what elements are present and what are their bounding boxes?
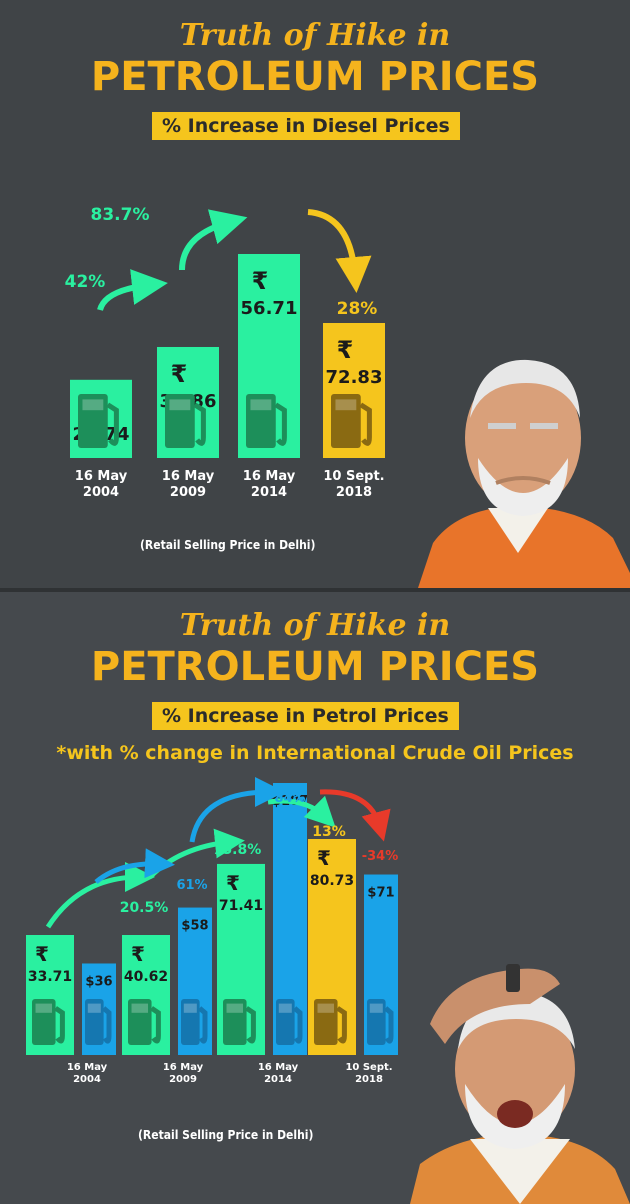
diesel-xtick-1-b: 2009 <box>170 485 206 500</box>
diesel-xtick-3-b: 2018 <box>336 485 372 500</box>
crude-change-1: 84% <box>274 791 305 806</box>
diesel-currency-2: ₹ <box>252 267 269 295</box>
diesel-currency-3: ₹ <box>337 336 354 364</box>
petrol-title-line1: Truth of Hike in <box>179 608 451 643</box>
petrol-xtick-0-a: 16 May <box>67 1062 108 1073</box>
diesel-xtick-2-a: 16 May <box>243 469 296 484</box>
petrol-xtick-2-a: 16 May <box>258 1062 299 1073</box>
diesel-change-1: 83.7% <box>91 205 150 225</box>
petrol-currency-3: ₹ <box>317 846 331 870</box>
petrol-crude-note: *with % change in International Crude Oi… <box>56 742 574 764</box>
crude-arrow-0 <box>94 848 175 884</box>
fuel-pump-icon <box>32 999 65 1045</box>
diesel-xtick-0-b: 2004 <box>83 485 119 500</box>
petrol-change-0: 20.5% <box>120 900 169 916</box>
petrol-xtick-1-b: 2009 <box>169 1074 197 1085</box>
petrol-currency-1: ₹ <box>131 942 145 966</box>
diesel-panel: Truth of Hike in PETROLEUM PRICES % Incr… <box>0 0 630 588</box>
petrol-change-1: 75.8% <box>213 842 262 858</box>
diesel-value-2: 56.71 <box>241 298 298 319</box>
crude-value-0: $36 <box>85 974 112 989</box>
fuel-pump-icon <box>128 999 161 1045</box>
diesel-footnote: (Retail Selling Price in Delhi) <box>140 538 316 552</box>
fuel-pump-icon <box>165 394 206 448</box>
petrol-currency-2: ₹ <box>226 871 240 895</box>
diesel-arrow-0 <box>97 269 168 312</box>
fuel-pump-icon <box>223 999 256 1045</box>
diesel-xtick-1-a: 16 May <box>162 469 215 484</box>
petrol-xtick-2-b: 2014 <box>264 1074 292 1085</box>
diesel-subtitle: % Increase in Diesel Prices <box>152 112 460 140</box>
fuel-pump-icon <box>181 999 208 1045</box>
petrol-currency-0: ₹ <box>35 942 49 966</box>
diesel-currency-1: ₹ <box>171 360 188 388</box>
crude-value-1: $58 <box>181 919 208 934</box>
diesel-xtick-0-a: 16 May <box>75 469 128 484</box>
fuel-pump-icon <box>331 394 372 448</box>
petrol-value-1: 40.62 <box>124 969 168 985</box>
petrol-arrow-0 <box>45 862 155 929</box>
diesel-xtick-3-a: 10 Sept. <box>323 469 384 484</box>
crude-arrow-1 <box>189 777 285 843</box>
portrait-photo-2 <box>410 964 630 1204</box>
petrol-value-0: 33.71 <box>28 969 72 985</box>
petrol-xtick-3-b: 2018 <box>355 1074 383 1085</box>
fuel-pump-icon <box>246 394 287 448</box>
crude-change-2: -34% <box>362 849 399 864</box>
crude-change-0: 61% <box>176 878 207 893</box>
petrol-title-line2: PETROLEUM PRICES <box>90 644 540 690</box>
diesel-arrow-2 <box>307 209 372 293</box>
diesel-change-0: 42% <box>65 272 106 292</box>
petrol-footnote: (Retail Selling Price in Delhi) <box>138 1128 314 1142</box>
fuel-pump-icon <box>314 999 347 1045</box>
petrol-panel: Truth of Hike in PETROLEUM PRICES % Incr… <box>0 592 630 1204</box>
diesel-title-line1: Truth of Hike in <box>179 18 451 53</box>
diesel-value-3: 72.83 <box>326 367 383 388</box>
petrol-subtitle: % Increase in Petrol Prices <box>152 702 459 730</box>
crude-value-3: $71 <box>367 886 394 901</box>
petrol-xtick-1-a: 16 May <box>163 1062 204 1073</box>
diesel-arrow-1 <box>179 209 248 271</box>
fuel-pump-icon <box>85 999 112 1045</box>
crude-arrow-2 <box>319 789 391 842</box>
portrait-photo <box>418 359 630 588</box>
fuel-pump-icon <box>78 394 119 448</box>
petrol-change-2: 13% <box>312 824 346 840</box>
diesel-xtick-2-b: 2014 <box>251 485 287 500</box>
petrol-value-3: 80.73 <box>310 873 354 889</box>
petrol-value-2: 71.41 <box>219 898 263 914</box>
diesel-title-line2: PETROLEUM PRICES <box>90 54 540 100</box>
petrol-xtick-3-a: 10 Sept. <box>345 1062 392 1073</box>
petrol-xtick-0-b: 2004 <box>73 1074 101 1085</box>
panel-divider <box>0 588 630 592</box>
fuel-pump-icon <box>367 999 394 1045</box>
fuel-pump-icon <box>276 999 303 1045</box>
diesel-change-2: 28% <box>337 299 378 319</box>
